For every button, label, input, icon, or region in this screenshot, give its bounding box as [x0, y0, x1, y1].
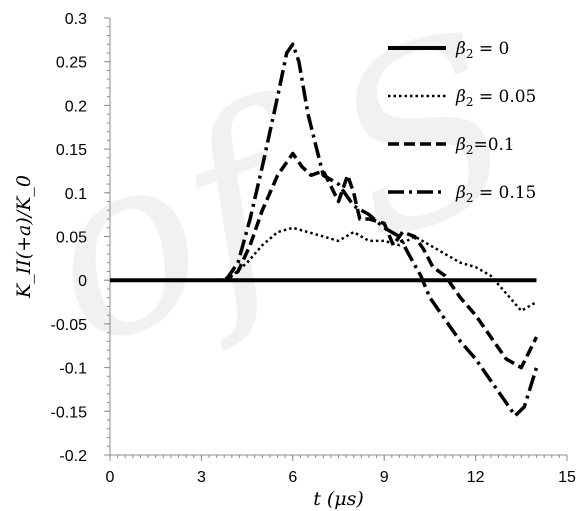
axes: 0.3 0.25 0.2 0.15 0.1 0.05 0 -0.05 -0.1 -0.15 -0.2… [51, 11, 576, 486]
legend-label: β2=0.1 [455, 135, 515, 157]
y-tick-label: 0.1 [65, 186, 87, 203]
y-tick-label: 0.05 [56, 230, 87, 247]
legend-subscript: 2 [466, 47, 474, 61]
y-tick-label: 0 [78, 273, 87, 290]
legend-value: = 0 [473, 39, 509, 59]
y-tick-label: -0.05 [51, 317, 88, 334]
legend-subscript: 2 [466, 95, 474, 109]
legend-value: = 0.05 [473, 87, 536, 107]
series-line-dashed [110, 151, 539, 370]
series-lines [110, 42, 539, 418]
x-axis-label: t (μs) [313, 488, 364, 510]
y-axis-label: K_II(+a)/K_0 [13, 175, 35, 299]
x-tick-label: 0 [106, 469, 115, 486]
series-line-dotted [110, 226, 538, 313]
legend-subscript: 2 [466, 191, 474, 205]
y-tick-label: 0.25 [56, 55, 87, 72]
legend-value: = 0.15 [473, 183, 536, 203]
legend-label: β2 = 0.05 [455, 87, 536, 109]
x-tick-label: 3 [197, 469, 206, 486]
series-line-dashdot [110, 42, 539, 418]
x-tick-label: 9 [380, 469, 389, 486]
x-tick-label: 12 [467, 469, 485, 486]
legend-value: =0.1 [473, 135, 514, 155]
y-tick-label: 0.2 [65, 98, 87, 115]
legend-beta-symbol: β [455, 39, 466, 59]
legend-beta-symbol: β [455, 183, 466, 203]
x-tick-label: 6 [288, 469, 297, 486]
legend-beta-symbol: β [455, 87, 466, 107]
y-tick-label: -0.15 [51, 404, 88, 421]
x-tick-label: 15 [558, 469, 576, 486]
legend-label: β2 = 0.15 [455, 183, 536, 205]
y-tick-label: -0.1 [59, 361, 87, 378]
y-tick-label: -0.2 [59, 448, 87, 465]
y-tick-label: 0.3 [65, 11, 87, 28]
legend-label: β2 = 0 [455, 39, 509, 61]
legend-beta-symbol: β [455, 135, 466, 155]
y-tick-label: 0.15 [56, 142, 87, 159]
legend-subscript: 2 [466, 143, 474, 157]
